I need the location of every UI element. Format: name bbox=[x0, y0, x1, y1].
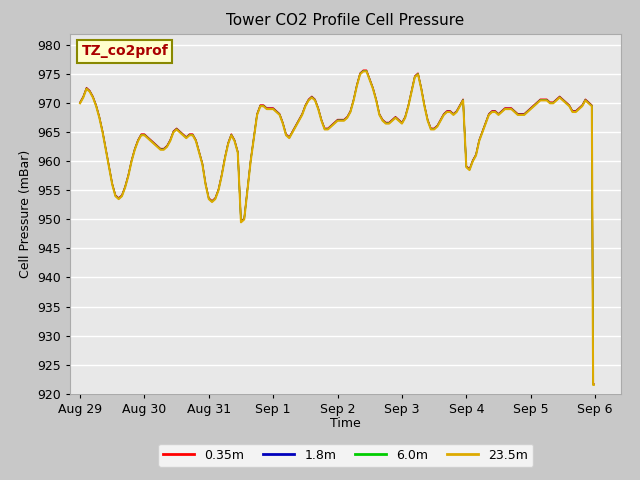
1.8m bbox=[590, 382, 598, 387]
6.0m bbox=[121, 184, 129, 190]
1.8m bbox=[492, 108, 499, 114]
6.0m bbox=[495, 112, 502, 118]
0.35m bbox=[247, 157, 255, 163]
6.0m bbox=[360, 68, 367, 74]
6.0m bbox=[492, 109, 499, 115]
1.8m bbox=[76, 100, 84, 106]
23.5m bbox=[247, 158, 255, 164]
6.0m bbox=[247, 158, 255, 164]
0.35m bbox=[492, 108, 499, 114]
Legend: 0.35m, 1.8m, 6.0m, 23.5m: 0.35m, 1.8m, 6.0m, 23.5m bbox=[158, 444, 533, 467]
0.35m bbox=[589, 381, 597, 386]
Line: 23.5m: 23.5m bbox=[80, 72, 594, 385]
1.8m bbox=[247, 158, 255, 164]
Line: 1.8m: 1.8m bbox=[80, 71, 594, 384]
1.8m bbox=[495, 111, 502, 117]
23.5m bbox=[590, 382, 598, 388]
23.5m bbox=[495, 112, 502, 118]
23.5m bbox=[360, 69, 367, 74]
6.0m bbox=[420, 103, 428, 109]
Line: 6.0m: 6.0m bbox=[80, 71, 594, 384]
1.8m bbox=[589, 382, 597, 387]
Line: 0.35m: 0.35m bbox=[80, 70, 594, 384]
1.8m bbox=[244, 187, 252, 192]
0.35m bbox=[121, 183, 129, 189]
6.0m bbox=[244, 187, 252, 193]
0.35m bbox=[420, 102, 428, 108]
0.35m bbox=[360, 67, 367, 73]
0.35m bbox=[76, 99, 84, 105]
0.35m bbox=[495, 111, 502, 117]
6.0m bbox=[590, 382, 598, 387]
23.5m bbox=[244, 188, 252, 193]
23.5m bbox=[589, 382, 597, 388]
1.8m bbox=[420, 103, 428, 108]
X-axis label: Time: Time bbox=[330, 417, 361, 430]
23.5m bbox=[121, 185, 129, 191]
23.5m bbox=[492, 109, 499, 115]
1.8m bbox=[360, 68, 367, 73]
0.35m bbox=[244, 186, 252, 192]
1.8m bbox=[121, 184, 129, 190]
0.35m bbox=[590, 381, 598, 386]
Text: TZ_co2prof: TZ_co2prof bbox=[81, 44, 168, 59]
Y-axis label: Cell Pressure (mBar): Cell Pressure (mBar) bbox=[19, 149, 32, 278]
6.0m bbox=[589, 382, 597, 387]
Title: Tower CO2 Profile Cell Pressure: Tower CO2 Profile Cell Pressure bbox=[227, 13, 465, 28]
23.5m bbox=[76, 100, 84, 106]
6.0m bbox=[76, 100, 84, 106]
23.5m bbox=[420, 103, 428, 109]
